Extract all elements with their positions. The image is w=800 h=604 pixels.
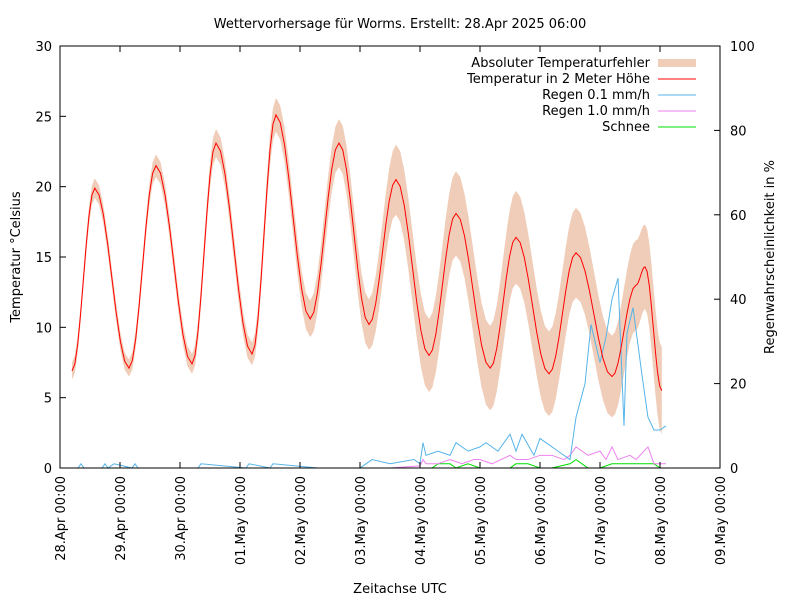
x-tick-label: 09.May 00:00: [714, 476, 729, 565]
error-band-layer: [72, 98, 662, 435]
y-tick-label: 10: [35, 321, 52, 336]
legend-label: Temperatur in 2 Meter Höhe: [466, 72, 650, 87]
y2-tick-label: 80: [730, 124, 747, 139]
x-tick-label: 28.Apr 00:00: [54, 476, 69, 561]
y2-tick-label: 60: [730, 209, 747, 224]
rain-0-1-line: [60, 277, 667, 469]
legend-label: Absoluter Temperaturfehler: [471, 56, 650, 71]
x-tick-label: 01.May 00:00: [234, 476, 249, 565]
y2-axis-label: Regenwahrscheinlichkeit in %: [763, 160, 778, 354]
temperature-line: [71, 113, 663, 391]
rain-1-0-line: [60, 445, 666, 469]
y-axis-label: Temperatur °Celsius: [9, 191, 24, 324]
x-tick-label: 07.May 00:00: [594, 476, 609, 565]
temperature-error-band: [72, 98, 662, 435]
y2-tick-label: 20: [730, 378, 747, 393]
x-tick-label: 08.May 00:00: [654, 476, 669, 565]
y2-tick-label: 100: [730, 40, 755, 55]
x-axis-label: Zeitachse UTC: [353, 582, 447, 597]
x-tick-label: 06.May 00:00: [534, 476, 549, 565]
y2-tick-label: 0: [730, 462, 738, 477]
y-tick-label: 15: [35, 251, 52, 266]
x-tick-label: 03.May 00:00: [354, 476, 369, 565]
x-tick-label: 29.Apr 00:00: [114, 476, 129, 561]
legend-label: Regen 1.0 mm/h: [542, 104, 650, 119]
y-tick-label: 30: [35, 40, 52, 55]
y-tick-label: 0: [44, 462, 52, 477]
x-tick-label: 30.Apr 00:00: [174, 476, 189, 561]
legend-swatch: [658, 59, 696, 67]
y-tick-label: 25: [35, 110, 52, 125]
legend-label: Regen 0.1 mm/h: [542, 88, 650, 103]
x-tick-label: 05.May 00:00: [474, 476, 489, 565]
y2-tick-label: 40: [730, 293, 747, 308]
chart-title: Wettervorhersage für Worms. Erstellt: 28…: [214, 17, 587, 32]
x-tick-label: 02.May 00:00: [294, 476, 309, 565]
axes: 0 5 10 15 20 25 30 0 20 40 60 80 100 28.Apr 00:00 29.A…: [35, 40, 754, 565]
y-tick-label: 5: [44, 392, 52, 407]
y-tick-label: 20: [35, 181, 52, 196]
legend-label: Schnee: [602, 120, 650, 135]
x-tick-label: 04.May 00:00: [414, 476, 429, 565]
